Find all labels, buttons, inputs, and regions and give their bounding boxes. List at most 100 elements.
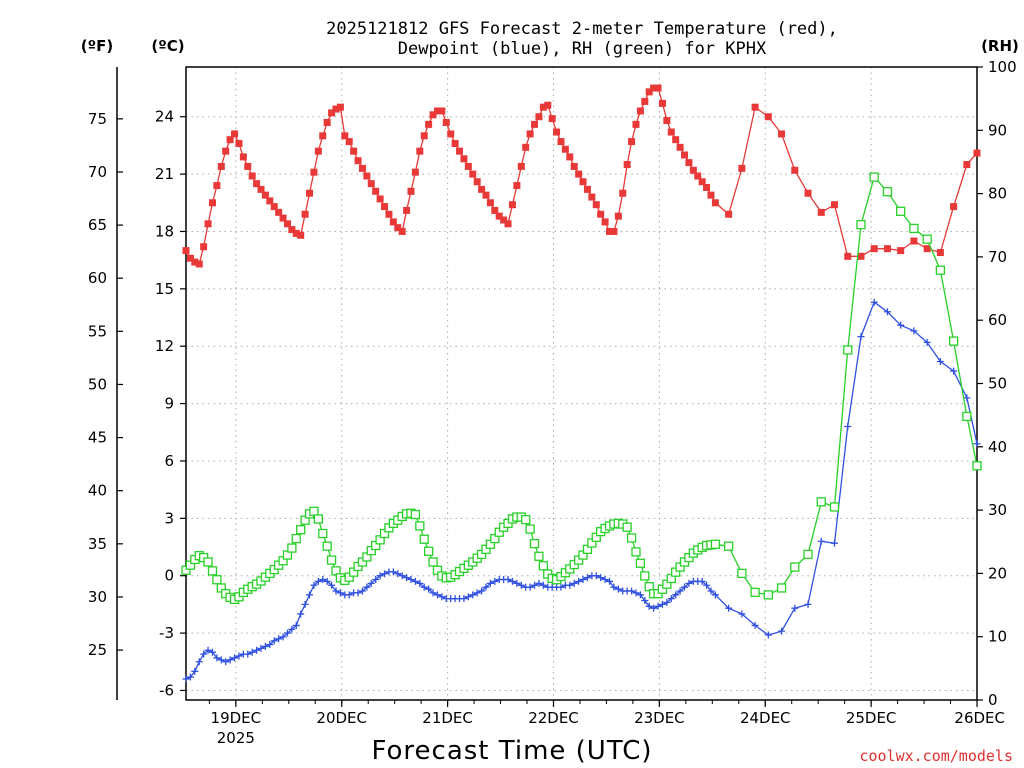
dewpoint-point <box>636 591 644 599</box>
temperature-point <box>491 206 499 214</box>
temperature-point <box>275 208 283 216</box>
rh-axis-unit: (RH) <box>981 37 1019 55</box>
temperature-point <box>433 107 441 115</box>
rh-point <box>287 543 297 553</box>
dewpoint-point <box>597 574 605 582</box>
temperature-point <box>548 115 556 123</box>
dewpoint-point <box>297 610 305 618</box>
dewpoint-point <box>486 579 494 587</box>
rh-tick-label: 40 <box>988 438 1007 456</box>
temperature-point <box>522 143 530 151</box>
temperature-point <box>950 203 958 211</box>
celsius-tick-label: -6 <box>159 681 174 699</box>
temperature-point <box>310 168 318 176</box>
dewpoint-point <box>358 587 366 595</box>
dewpoint-point <box>473 589 481 597</box>
temperature-point <box>632 120 640 128</box>
dewpoint-point <box>606 577 614 585</box>
temperature-point <box>482 191 490 199</box>
temperature-point <box>579 178 587 186</box>
dewpoint-point <box>354 589 362 597</box>
temperature-point <box>182 247 190 255</box>
dewpoint-point <box>292 621 300 629</box>
dewpoint-point <box>407 576 415 584</box>
rh-point <box>935 265 946 275</box>
temperature-point <box>336 103 344 111</box>
rh-series <box>181 172 982 605</box>
fahrenheit-tick-label: 65 <box>88 216 107 234</box>
temperature-point <box>394 224 402 232</box>
dewpoint-point <box>394 570 402 578</box>
rh-tick-label: 0 <box>988 691 998 709</box>
rh-tick-label: 50 <box>988 375 1007 393</box>
temperature-point <box>583 185 591 193</box>
temperature-point <box>711 199 719 207</box>
temperature-point <box>544 101 552 109</box>
temperature-point <box>456 147 464 155</box>
temperature-point <box>778 130 786 138</box>
dewpoint-point <box>566 581 574 589</box>
rh-point <box>962 411 972 422</box>
fahrenheit-tick-label: 45 <box>88 429 107 447</box>
temperature-point <box>923 245 931 253</box>
dewpoint-point <box>778 627 786 635</box>
temperature-point <box>614 212 622 220</box>
temperature-point <box>226 136 234 144</box>
temperature-point <box>566 153 574 161</box>
rh-point <box>909 223 919 234</box>
rh-point <box>525 524 535 534</box>
dewpoint-point <box>654 602 662 610</box>
temperature-point <box>442 118 450 126</box>
celsius-tick-label: 6 <box>164 452 174 470</box>
temperature-point <box>508 201 516 209</box>
celsius-tick-label: 12 <box>155 337 174 355</box>
temperature-point <box>186 254 194 262</box>
celsius-tick-label: 15 <box>155 280 174 298</box>
time-axis: 19DEC 2025 20DEC 21DEC 22DEC 23DEC 24DEC 25DEC 2… <box>208 700 1005 747</box>
dewpoint-point <box>517 581 525 589</box>
dewpoint-point <box>213 654 221 662</box>
temperature-point <box>358 164 366 172</box>
rh-point <box>640 571 650 581</box>
temperature-point <box>200 243 208 251</box>
temperature-point <box>738 164 746 172</box>
rh-point <box>529 538 540 549</box>
rh-point <box>882 187 893 197</box>
dewpoint-line <box>185 301 978 680</box>
time-tick-label: 20DEC <box>316 709 367 727</box>
dewpoint-point <box>831 539 839 547</box>
dewpoint-point <box>336 589 344 597</box>
time-tick-label: 25DEC <box>846 709 897 727</box>
fahrenheit-tick-label: 35 <box>88 535 107 553</box>
series-layer <box>181 84 982 683</box>
dewpoint-point <box>738 610 746 618</box>
dewpoint-point <box>950 367 958 375</box>
temperature-point <box>654 84 662 92</box>
dewpoint-point <box>270 637 278 645</box>
rh-tick-label: 30 <box>988 501 1007 519</box>
temperature-point <box>844 252 852 260</box>
temperature-point <box>469 170 477 178</box>
credit-text: coolwx.com/models <box>859 747 1013 765</box>
temperature-point <box>817 208 825 216</box>
temperature-point <box>791 166 799 174</box>
dewpoint-point <box>186 673 194 681</box>
dewpoint-point <box>897 321 905 329</box>
dewpoint-point <box>345 591 353 599</box>
temperature-point <box>561 145 569 153</box>
dewpoint-point <box>504 576 512 584</box>
temperature-point <box>306 189 314 197</box>
temperature-point <box>398 227 406 235</box>
dewpoint-point <box>323 577 331 585</box>
temperature-point <box>447 130 455 138</box>
celsius-tick-label: 0 <box>164 567 174 585</box>
dewpoint-point <box>372 576 380 584</box>
dewpoint-point <box>310 581 318 589</box>
fahrenheit-axis-unit: (ºF) <box>81 37 113 55</box>
temperature-point <box>531 120 539 128</box>
dewpoint-point <box>420 583 428 591</box>
temperature-point <box>266 197 274 205</box>
dewpoint-point <box>328 581 336 589</box>
rh-point <box>521 514 531 525</box>
dewpoint-point <box>182 675 190 683</box>
